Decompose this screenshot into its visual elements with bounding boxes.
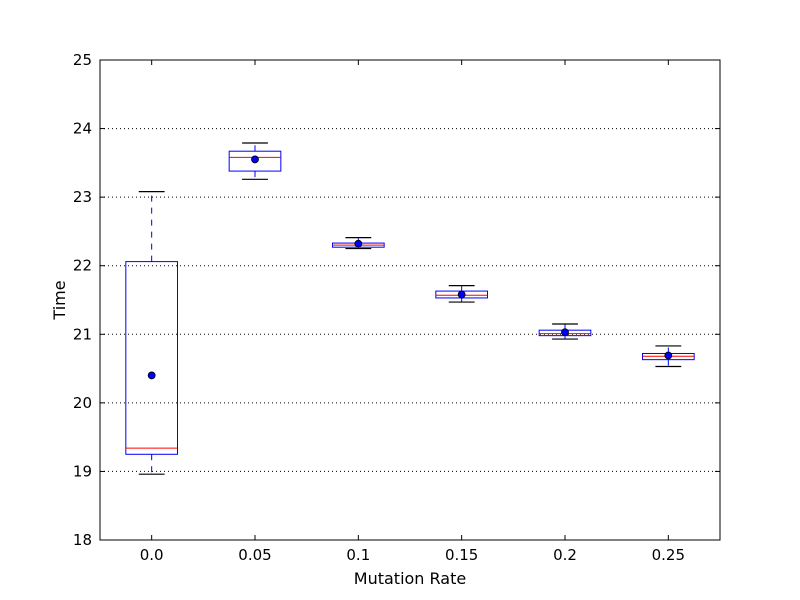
y-tick-label: 20 xyxy=(73,394,92,412)
axis-ticks: 18 19 20 21 22 23 24 25 0.0 0.05 0.1 0.15 0.2 0.25 xyxy=(73,51,720,564)
iqr-box xyxy=(125,261,179,455)
box-group xyxy=(125,191,179,475)
box-series xyxy=(125,142,695,475)
mean-marker xyxy=(457,290,466,299)
mean-marker xyxy=(664,351,673,360)
plot-area-frame xyxy=(99,59,721,541)
box-group xyxy=(228,142,282,180)
y-tick-label: 24 xyxy=(73,120,92,138)
box-group xyxy=(538,323,592,340)
x-tick-label: 0.15 xyxy=(445,546,478,564)
y-tick-label: 21 xyxy=(73,325,92,343)
box-group xyxy=(642,345,695,368)
y-tick-label: 23 xyxy=(73,188,92,206)
mean-marker xyxy=(354,239,363,248)
box-group xyxy=(435,285,489,303)
box-group xyxy=(332,237,385,250)
y-tick-label: 25 xyxy=(73,51,92,69)
mean-marker xyxy=(147,371,156,380)
y-axis-title: Time xyxy=(50,280,69,320)
iqr-box xyxy=(228,150,282,172)
x-axis-title: Mutation Rate xyxy=(354,569,466,588)
x-tick-label: 0.25 xyxy=(652,546,685,564)
y-tick-label: 19 xyxy=(73,462,92,480)
mean-marker xyxy=(251,155,259,164)
x-tick-label: 0.05 xyxy=(238,546,271,564)
y-tick-label: 18 xyxy=(73,531,92,549)
x-tick-label: 0.2 xyxy=(553,546,577,564)
x-tick-label: 0.0 xyxy=(140,546,164,564)
mean-marker xyxy=(561,328,569,337)
y-tick-label: 22 xyxy=(73,257,92,275)
x-tick-label: 0.1 xyxy=(346,546,370,564)
grid xyxy=(100,128,720,472)
